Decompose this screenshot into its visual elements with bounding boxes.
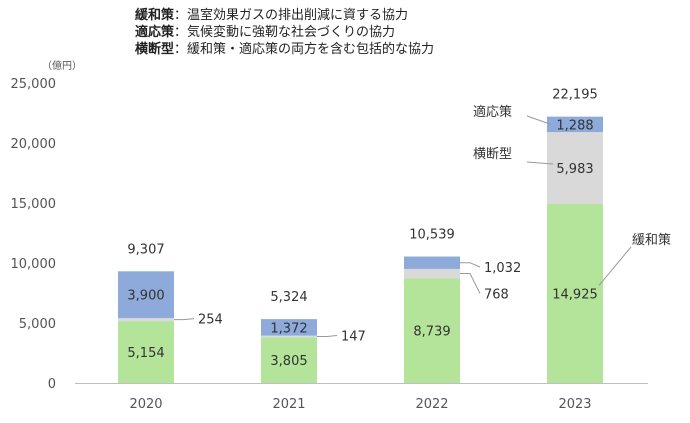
y-tick-label: 25,000 — [11, 77, 57, 92]
leader-line-crosscutting — [460, 273, 481, 294]
callout-mitigation: 緩和策 — [632, 232, 671, 248]
x-tick-label: 2021 — [272, 397, 305, 412]
bar-segment-mitigation — [547, 203, 603, 383]
data-label-adaptation: 1,288 — [556, 118, 593, 133]
data-label-mitigation: 14,925 — [552, 287, 598, 302]
data-label-total: 22,195 — [552, 88, 598, 103]
x-tick-label: 2022 — [415, 397, 448, 412]
bar-segment-crosscutting — [261, 335, 317, 338]
y-tick-label: 10,000 — [11, 257, 57, 272]
callout-crosscutting: 横断型 — [473, 147, 512, 162]
bar-segment-mitigation — [118, 321, 174, 383]
y-axis-unit: （億円） — [42, 59, 82, 72]
data-label-crosscutting: 5,983 — [556, 162, 593, 177]
note-line-3: 横断型：緩和策・適応策の両方を含む包括的な協力 — [135, 41, 434, 57]
note-line-1: 緩和策：温室効果ガスの排出削減に資する協力 — [135, 7, 408, 23]
data-label-adaptation: 1,372 — [270, 321, 307, 336]
note-key: 緩和策 — [135, 7, 175, 23]
data-label-crosscutting: 147 — [341, 329, 366, 344]
data-label-total: 9,307 — [127, 242, 164, 257]
bar-segment-adaptation — [118, 271, 174, 319]
callout-line-adaptation — [526, 115, 552, 125]
bar-segment-mitigation — [261, 337, 317, 383]
bar-segment-adaptation — [547, 116, 603, 133]
x-tick-label: 2020 — [129, 397, 162, 412]
bar-segment-adaptation — [404, 256, 460, 269]
data-label-mitigation: 8,739 — [413, 325, 450, 340]
bar-segment-crosscutting — [404, 268, 460, 279]
data-label-total: 10,539 — [409, 228, 455, 243]
y-tick-label: 15,000 — [11, 197, 57, 212]
note-desc: ：気候変動に強靭な社会づくりの協力 — [174, 24, 395, 40]
note-line-2: 適応策：気候変動に強靭な社会づくりの協力 — [135, 24, 395, 40]
leader-line-crosscutting — [317, 334, 338, 337]
data-label-mitigation: 5,154 — [127, 346, 164, 361]
bar-segment-crosscutting — [118, 318, 174, 322]
data-label-crosscutting: 254 — [198, 313, 223, 328]
y-tick-label: 0 — [48, 377, 56, 392]
data-label-mitigation: 3,805 — [270, 354, 307, 369]
data-label-adaptation: 1,032 — [484, 261, 521, 276]
y-tick-label: 5,000 — [19, 317, 56, 332]
note-key: 適応策 — [135, 24, 175, 40]
callout-line-mitigation — [598, 246, 632, 286]
bar-segment-mitigation — [404, 278, 460, 383]
note-desc: ：温室効果ガスの排出削減に資する協力 — [174, 7, 408, 23]
callout-line-crosscutting — [526, 161, 554, 165]
data-label-crosscutting: 768 — [484, 288, 509, 303]
callout-adaptation: 適応策 — [473, 104, 512, 120]
note-desc: ：緩和策・適応策の両方を含む包括的な協力 — [174, 41, 434, 57]
note-key: 横断型 — [135, 41, 174, 57]
data-label-total: 5,324 — [270, 290, 307, 305]
data-label-adaptation: 3,900 — [127, 289, 164, 304]
bar-segment-adaptation — [261, 319, 317, 336]
y-tick-label: 20,000 — [11, 137, 57, 152]
bar-segment-crosscutting — [547, 132, 603, 204]
x-tick-label: 2023 — [558, 397, 591, 412]
leader-line-adaptation — [460, 262, 481, 268]
leader-line-crosscutting — [174, 318, 195, 321]
